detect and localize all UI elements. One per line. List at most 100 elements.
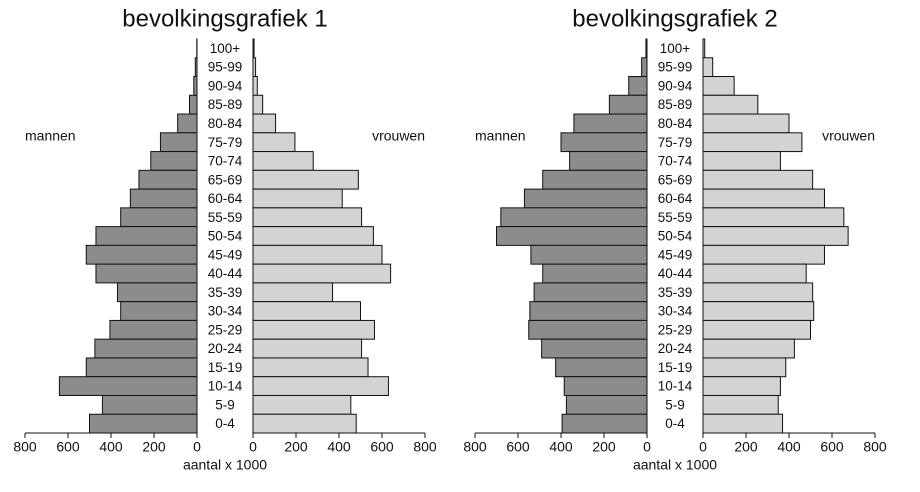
category-label: 65-69 — [208, 172, 243, 187]
bar — [129, 188, 198, 209]
category-label: 70-74 — [208, 154, 243, 169]
category-label: 75-79 — [658, 135, 693, 150]
category-label: 85-89 — [208, 97, 243, 112]
bar — [702, 132, 803, 153]
bar — [563, 376, 648, 396]
bar — [95, 226, 198, 246]
bar — [702, 338, 795, 359]
bar — [541, 338, 648, 359]
x-tick-label: 400 — [777, 439, 801, 455]
bar — [702, 301, 815, 321]
bar — [138, 169, 198, 190]
x-tick-label: 0 — [699, 439, 707, 455]
category-label: 80-84 — [658, 116, 693, 131]
bar — [608, 94, 648, 115]
bar — [252, 169, 359, 190]
bar — [101, 394, 198, 415]
bar — [252, 151, 314, 171]
bar — [252, 207, 363, 228]
bar — [85, 357, 198, 378]
x-tick-label: 600 — [506, 439, 530, 455]
category-label: 10-14 — [208, 379, 243, 394]
bar — [252, 188, 343, 209]
category-label: 50-54 — [208, 229, 243, 244]
bar — [702, 94, 759, 115]
category-label: 50-54 — [658, 229, 693, 244]
bar — [702, 169, 814, 190]
legend-label: mannen — [475, 128, 526, 144]
bar — [252, 357, 369, 378]
bar — [702, 226, 849, 246]
category-label: 65-69 — [658, 172, 693, 187]
category-label: 5-9 — [215, 397, 235, 412]
bar — [252, 263, 392, 284]
bar — [529, 301, 648, 321]
category-label: 45-49 — [208, 247, 243, 262]
bar — [702, 188, 825, 209]
category-label: 15-19 — [658, 360, 693, 375]
bar — [702, 319, 811, 340]
bar — [150, 151, 198, 171]
bar — [496, 226, 648, 246]
bar — [528, 319, 648, 340]
bar — [252, 244, 383, 265]
bar — [565, 394, 648, 415]
category-label: 95-99 — [658, 60, 693, 75]
bar — [159, 132, 198, 153]
chart-title: bevolkingsgrafiek 2 — [572, 5, 777, 32]
x-tick-label: 400 — [549, 439, 573, 455]
bar — [95, 263, 198, 284]
x-tick-label: 600 — [370, 439, 394, 455]
x-tick-label: 600 — [820, 439, 844, 455]
bar — [523, 188, 648, 209]
category-label: 0-4 — [215, 416, 235, 431]
bar — [702, 357, 787, 378]
category-label: 85-89 — [658, 97, 693, 112]
x-tick-label: 200 — [284, 439, 308, 455]
x-tick-label: 0 — [643, 439, 651, 455]
bar — [702, 207, 845, 228]
bar — [628, 76, 648, 96]
bar — [109, 319, 198, 340]
bar — [252, 132, 296, 153]
bar — [569, 151, 648, 171]
category-label: 20-24 — [658, 341, 693, 356]
bar — [252, 76, 258, 96]
bar — [702, 263, 807, 284]
category-label: 90-94 — [658, 78, 693, 93]
category-label: 45-49 — [658, 247, 693, 262]
bar — [702, 244, 825, 265]
x-tick-label: 400 — [99, 439, 123, 455]
x-tick-label: 400 — [327, 439, 351, 455]
bar — [542, 169, 648, 190]
category-label: 100+ — [660, 41, 691, 56]
category-label: 0-4 — [665, 416, 685, 431]
bar — [702, 76, 735, 96]
category-label: 35-39 — [208, 285, 243, 300]
category-label: 80-84 — [208, 116, 243, 131]
category-label: 35-39 — [658, 285, 693, 300]
bar — [560, 132, 648, 153]
category-label: 20-24 — [208, 341, 243, 356]
x-tick-label: 800 — [463, 439, 487, 455]
legend-label: vrouwen — [822, 128, 875, 144]
bar — [252, 226, 374, 246]
bar — [252, 413, 357, 434]
bar — [533, 282, 648, 303]
bar — [702, 394, 779, 415]
x-tick-label: 0 — [193, 439, 201, 455]
bar — [702, 376, 781, 396]
bar — [116, 282, 198, 303]
x-tick-label: 800 — [863, 439, 887, 455]
bar — [252, 301, 361, 321]
bar — [561, 413, 648, 434]
category-label: 90-94 — [208, 78, 243, 93]
bar — [58, 376, 198, 396]
x-tick-label: 600 — [56, 439, 80, 455]
category-label: 55-59 — [658, 210, 693, 225]
category-label: 75-79 — [208, 135, 243, 150]
x-tick-label: 800 — [413, 439, 437, 455]
category-label: 60-64 — [658, 191, 693, 206]
bar — [120, 301, 198, 321]
